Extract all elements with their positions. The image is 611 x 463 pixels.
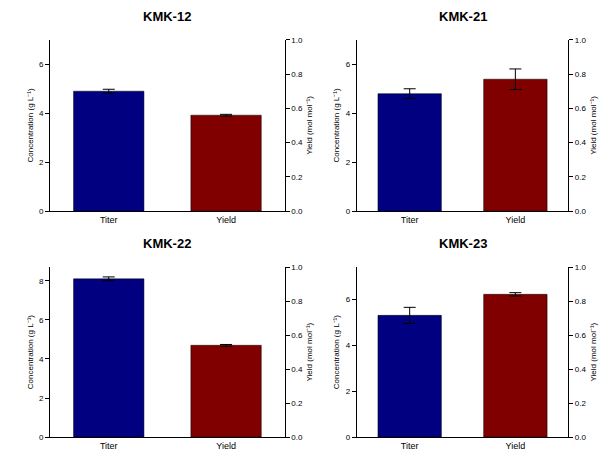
svg-text:Yield: Yield (506, 215, 526, 225)
svg-text:Concentration (g L⁻¹): Concentration (g L⁻¹) (26, 315, 35, 389)
svg-text:6: 6 (346, 60, 351, 69)
svg-text:Yield (mol mol⁻¹): Yield (mol mol⁻¹) (589, 322, 598, 381)
svg-text:0.0: 0.0 (291, 433, 303, 442)
svg-text:0.4: 0.4 (291, 365, 303, 374)
svg-text:Titer: Titer (401, 215, 419, 225)
svg-text:0.0: 0.0 (575, 433, 587, 442)
svg-text:0.6: 0.6 (575, 331, 587, 340)
svg-text:0.2: 0.2 (575, 173, 587, 182)
svg-text:0: 0 (39, 207, 44, 216)
svg-text:1.0: 1.0 (575, 263, 587, 272)
svg-text:1.0: 1.0 (291, 263, 303, 272)
svg-text:Yield: Yield (216, 441, 236, 451)
svg-text:0.0: 0.0 (575, 207, 587, 216)
svg-text:Yield (mol mol⁻¹): Yield (mol mol⁻¹) (305, 96, 314, 155)
svg-text:Yield: Yield (216, 215, 236, 225)
svg-text:0.4: 0.4 (575, 365, 587, 374)
svg-text:6: 6 (39, 60, 44, 69)
svg-text:0.8: 0.8 (291, 70, 303, 79)
svg-text:KMK-12: KMK-12 (143, 9, 191, 24)
svg-text:0.0: 0.0 (291, 207, 303, 216)
svg-text:4: 4 (39, 355, 44, 364)
svg-text:4: 4 (39, 109, 44, 118)
svg-text:4: 4 (346, 109, 351, 118)
svg-text:Yield (mol mol⁻¹): Yield (mol mol⁻¹) (305, 322, 314, 381)
svg-text:6: 6 (346, 295, 351, 304)
svg-text:0.8: 0.8 (575, 70, 587, 79)
svg-text:2: 2 (39, 158, 44, 167)
svg-text:0: 0 (39, 433, 44, 442)
svg-text:Yield (mol mol⁻¹): Yield (mol mol⁻¹) (589, 96, 598, 155)
svg-text:Titer: Titer (100, 441, 118, 451)
svg-text:Titer: Titer (100, 215, 118, 225)
svg-text:KMK-22: KMK-22 (143, 236, 191, 251)
svg-text:Yield: Yield (506, 441, 526, 451)
svg-text:0.8: 0.8 (575, 297, 587, 306)
svg-text:Titer: Titer (401, 441, 419, 451)
svg-text:Concentration (g L⁻¹): Concentration (g L⁻¹) (332, 315, 341, 389)
svg-text:0.4: 0.4 (575, 138, 587, 147)
svg-text:0.4: 0.4 (291, 138, 303, 147)
svg-text:4: 4 (346, 341, 351, 350)
svg-text:KMK-23: KMK-23 (439, 236, 487, 251)
svg-text:0.2: 0.2 (291, 399, 303, 408)
svg-text:2: 2 (39, 394, 44, 403)
svg-text:8: 8 (39, 277, 44, 286)
svg-text:6: 6 (39, 316, 44, 325)
svg-text:Concentration (g L⁻¹): Concentration (g L⁻¹) (26, 88, 35, 162)
svg-text:0.6: 0.6 (291, 104, 303, 113)
svg-text:0: 0 (346, 433, 351, 442)
svg-text:0.6: 0.6 (291, 331, 303, 340)
svg-text:Concentration (g L⁻¹): Concentration (g L⁻¹) (332, 88, 341, 162)
svg-text:1.0: 1.0 (575, 36, 587, 45)
svg-text:1.0: 1.0 (291, 36, 303, 45)
svg-text:2: 2 (346, 387, 351, 396)
svg-text:0.8: 0.8 (291, 297, 303, 306)
svg-text:0.6: 0.6 (575, 104, 587, 113)
svg-text:KMK-21: KMK-21 (439, 9, 487, 24)
svg-text:0.2: 0.2 (291, 173, 303, 182)
svg-text:2: 2 (346, 158, 351, 167)
svg-text:0: 0 (346, 207, 351, 216)
svg-text:0.2: 0.2 (575, 399, 587, 408)
